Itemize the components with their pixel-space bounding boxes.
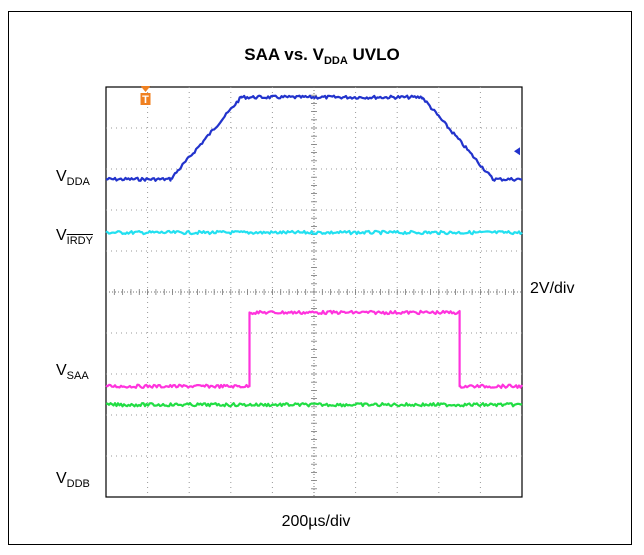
channel-level-marker [514,147,520,156]
trigger-position-marker [140,86,151,92]
trigger-marker-box [140,93,151,105]
trigger-marker-label: T [142,94,149,106]
trace-virdy [105,229,523,236]
channel-label-virdy: VIRDY [56,227,93,247]
chart-title: SAA vs. VDDA UVLO [244,45,400,67]
trace-vddb [105,402,523,408]
channel-label-vsaa: VSAA [56,362,89,382]
figure-frame [8,11,632,545]
trace-vsaa [105,309,523,389]
channel-label-vdda: VDDA [56,168,90,188]
volts-per-div-label: 2V/div [530,280,575,297]
trace-vdda [105,94,523,182]
channel-label-vddb: VDDB [56,470,90,490]
x-axis-label: 200µs/div [281,513,351,530]
